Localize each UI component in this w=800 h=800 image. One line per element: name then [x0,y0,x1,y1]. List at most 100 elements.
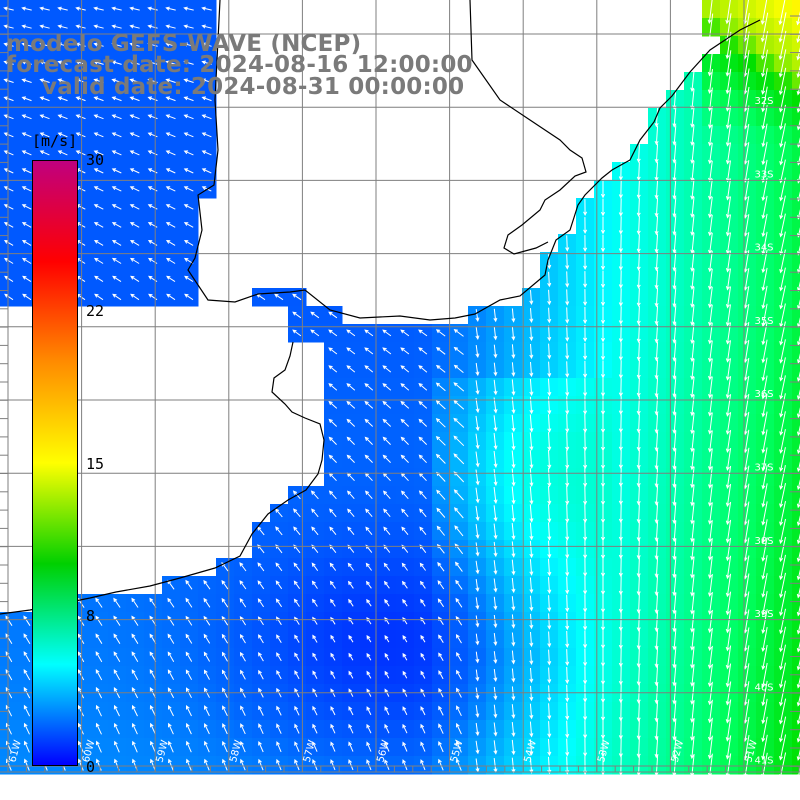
wind-arrow [402,616,408,625]
wind-arrow [93,78,104,83]
wind-arrow [3,257,14,264]
wind-arrow [239,633,246,644]
speed-cell [792,180,800,199]
wind-arrow [165,60,176,65]
wind-arrow [453,417,465,428]
wind-arrow [493,560,498,575]
wind-arrow [636,288,641,308]
wind-arrow [672,305,677,326]
wind-arrow [708,214,713,237]
wind-arrow [21,150,32,156]
wind-arrow [203,615,211,626]
wind-arrow [654,305,659,326]
wind-arrow [168,758,174,771]
wind-arrow [147,150,158,156]
wind-arrow [761,49,768,78]
wind-arrow [436,507,446,518]
wind-arrow [147,186,158,192]
wind-arrow [565,414,570,434]
speed-cell [792,0,800,19]
wind-arrow [779,608,786,635]
wind-arrow [129,257,140,264]
wind-arrow [618,198,623,217]
wind-arrow [493,487,498,505]
speed-cell [792,36,800,55]
wind-arrow [78,758,84,771]
wind-arrow [636,413,641,434]
wind-arrow [583,217,588,234]
wind-arrow [93,240,104,246]
wind-arrow [779,213,786,238]
wind-arrow [636,557,641,578]
wind-arrow [456,722,462,735]
wind-arrow [346,490,355,500]
wind-arrow [761,195,768,220]
wind-arrow [654,233,659,254]
wind-arrow [185,651,193,662]
wind-arrow [511,468,516,487]
wind-arrow [276,741,282,753]
wind-arrow [147,222,158,228]
wind-arrow [493,633,498,647]
wind-arrow [21,78,32,83]
wind-arrow [690,197,695,218]
wind-arrow [654,143,659,164]
wind-arrow [761,627,768,652]
wind-arrow [547,613,552,630]
speed-cell [792,432,800,451]
wind-arrow [779,644,786,671]
wind-arrow [222,758,228,771]
wind-arrow [690,718,695,741]
wind-arrow [364,383,374,391]
wind-arrow [778,30,787,61]
wind-arrow [636,198,641,218]
wind-arrow [203,597,211,608]
wind-arrow [565,325,570,342]
wind-arrow [547,738,552,757]
wind-arrow [94,293,104,301]
wind-arrow [39,114,50,120]
wind-arrow [185,615,193,626]
wind-arrow [636,144,641,164]
wind-arrow [475,669,480,682]
wind-arrow [183,204,194,210]
wind-arrow [565,396,570,415]
wind-arrow [779,123,786,148]
wind-arrow [150,740,156,753]
wind-arrow [453,453,465,465]
wind-arrow [364,436,373,445]
wind-arrow [725,50,732,77]
wind-arrow [165,186,176,192]
wind-arrow [761,734,768,761]
speed-cell [792,252,800,271]
wind-arrow [330,759,336,771]
wind-arrow [147,24,158,29]
wind-arrow [402,634,408,643]
wind-arrow [435,382,446,392]
wind-arrow [529,308,534,323]
wind-arrow [654,359,659,380]
wind-arrow [95,740,102,753]
wind-arrow [3,42,14,47]
wind-arrow [39,96,50,102]
speed-cell [792,324,800,343]
colorbar [32,160,78,766]
wind-arrow [39,6,50,11]
wind-arrow [347,526,355,536]
wind-arrow [3,78,14,83]
wind-arrow [618,360,623,379]
wind-arrow [779,429,786,454]
wind-arrow [420,652,426,661]
wind-arrow [420,670,426,679]
wind-arrow [565,361,570,378]
wind-arrow [725,483,732,508]
wind-arrow [184,293,194,301]
wind-arrow [456,705,462,717]
wind-arrow [725,394,732,417]
wind-arrow [400,347,410,355]
wind-arrow [402,759,408,771]
model-title: modelo GEFS-WAVE (NCEP) [6,31,362,57]
wind-arrow [39,42,50,47]
wind-arrow [201,168,212,174]
wind-arrow [93,42,104,47]
